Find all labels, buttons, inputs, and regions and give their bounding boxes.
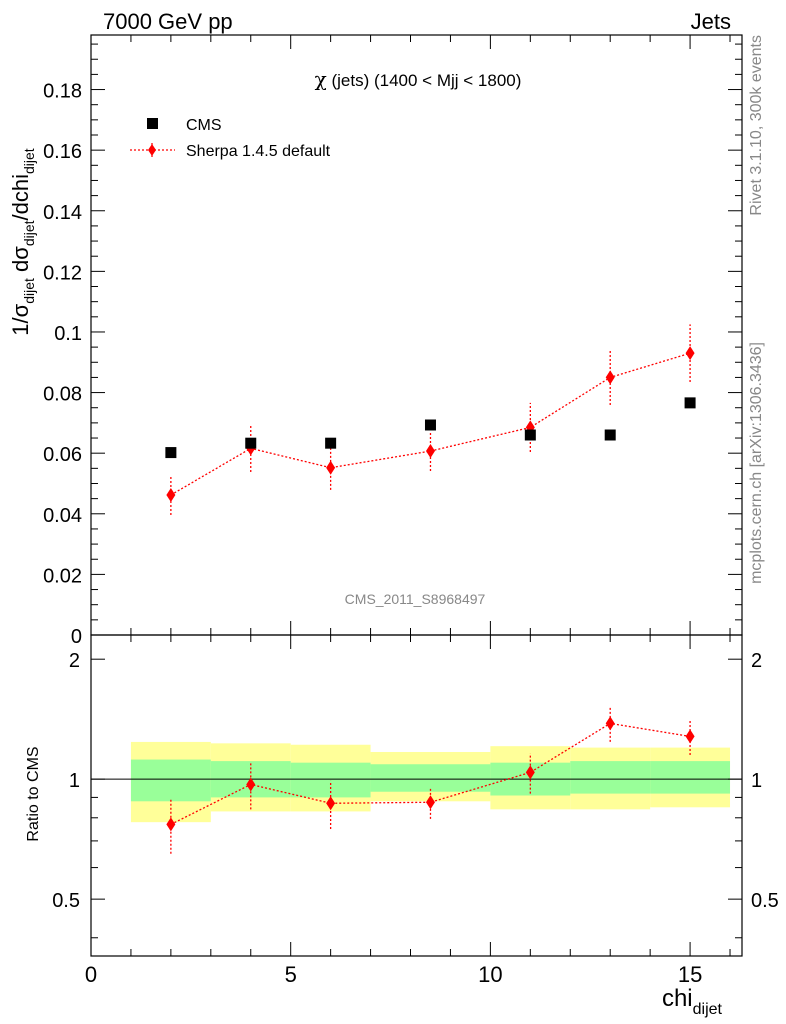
band-inner-5 bbox=[570, 761, 651, 794]
cms-point bbox=[684, 397, 696, 409]
plot-title: χ (jets) (1400 < Mjj < 1800) bbox=[315, 67, 522, 91]
legend-cms-label: CMS bbox=[186, 117, 222, 134]
top-y-tick-label: 0.12 bbox=[43, 262, 82, 284]
top-y-tick-label: 0.04 bbox=[43, 505, 82, 527]
mcplots-label: mcplots.cern.ch [arXiv:1306.3436] bbox=[748, 342, 765, 584]
ratio-sherpa-point bbox=[246, 777, 256, 792]
top-y-tick-label: 0.06 bbox=[43, 444, 82, 466]
header-left: 7000 GeV pp bbox=[103, 9, 233, 34]
x-tick-label: 5 bbox=[285, 962, 297, 987]
cms-point bbox=[524, 429, 536, 441]
header-right: Jets bbox=[691, 9, 731, 34]
data-marks bbox=[165, 324, 696, 854]
x-tick-label: 10 bbox=[478, 962, 502, 987]
ratio-sherpa-point bbox=[425, 795, 435, 810]
legend: CMS Sherpa 1.4.5 default bbox=[130, 117, 331, 160]
sherpa-point bbox=[685, 346, 695, 361]
ratio-y-tick-label-left: 1 bbox=[69, 770, 80, 792]
x-tick-label: 15 bbox=[678, 962, 702, 987]
ratio-y-tick-label-left: 2 bbox=[69, 650, 80, 672]
x-tick-label: 0 bbox=[85, 962, 97, 987]
band-inner-3 bbox=[370, 764, 491, 792]
rivet-label: Rivet 3.1.10, 300k events bbox=[748, 35, 765, 216]
top-y-tick-label: 0 bbox=[71, 626, 82, 648]
ratio-sherpa-point bbox=[605, 716, 615, 731]
ratio-sherpa-point bbox=[166, 817, 176, 832]
ratio-y-tick-label-left: 0.5 bbox=[52, 890, 80, 912]
band-inner-6 bbox=[650, 761, 731, 794]
ratio-y-tick-label-right: 0.5 bbox=[751, 890, 779, 912]
top-y-tick-label: 0.14 bbox=[43, 202, 82, 224]
ratio-sherpa-point bbox=[326, 796, 336, 811]
cms-point bbox=[604, 429, 616, 441]
x-axis-label: chidijet bbox=[662, 985, 723, 1018]
cms-point bbox=[165, 447, 177, 459]
legend-cms-marker bbox=[147, 118, 158, 129]
top-y-tick-label: 0.18 bbox=[43, 81, 82, 103]
legend-sherpa-marker bbox=[148, 144, 156, 156]
legend-sherpa-label: Sherpa 1.4.5 default bbox=[186, 143, 331, 160]
ratio-y-tick-label-right: 1 bbox=[751, 770, 762, 792]
ratio-sherpa-point bbox=[525, 765, 535, 780]
sherpa-point bbox=[425, 444, 435, 459]
ratio-y-tick-label-right: 2 bbox=[751, 650, 762, 672]
sherpa-point bbox=[605, 370, 615, 385]
top-y-tick-label: 0.08 bbox=[43, 384, 82, 406]
band-inner-0 bbox=[130, 759, 211, 802]
top-y-axis-label: 1/σdijet dσdijet/dchidijet bbox=[8, 148, 37, 336]
top-y-tick-label: 0.1 bbox=[54, 323, 82, 345]
top-y-tick-label: 0.02 bbox=[43, 565, 82, 587]
top-y-tick-label: 0.16 bbox=[43, 141, 82, 163]
ratio-panel-frame bbox=[90, 634, 743, 957]
cms-point bbox=[325, 437, 337, 449]
analysis-watermark: CMS_2011_S8968497 bbox=[345, 591, 486, 607]
sherpa-point bbox=[326, 460, 336, 475]
ratio-y-axis-label: Ratio to CMS bbox=[25, 746, 42, 841]
title-symbol: χ bbox=[315, 67, 327, 91]
title-rest: (jets) (1400 < Mjj < 1800) bbox=[331, 71, 521, 90]
ratio-sherpa-point bbox=[685, 729, 695, 744]
axes: 0 5 10 15 0 0.02 0.04 0.06 0.08 0.1 0.12 0.14 0.16 0.… bbox=[43, 34, 779, 987]
cms-point bbox=[245, 437, 257, 449]
sherpa-point bbox=[166, 488, 176, 502]
cms-point bbox=[424, 419, 436, 431]
